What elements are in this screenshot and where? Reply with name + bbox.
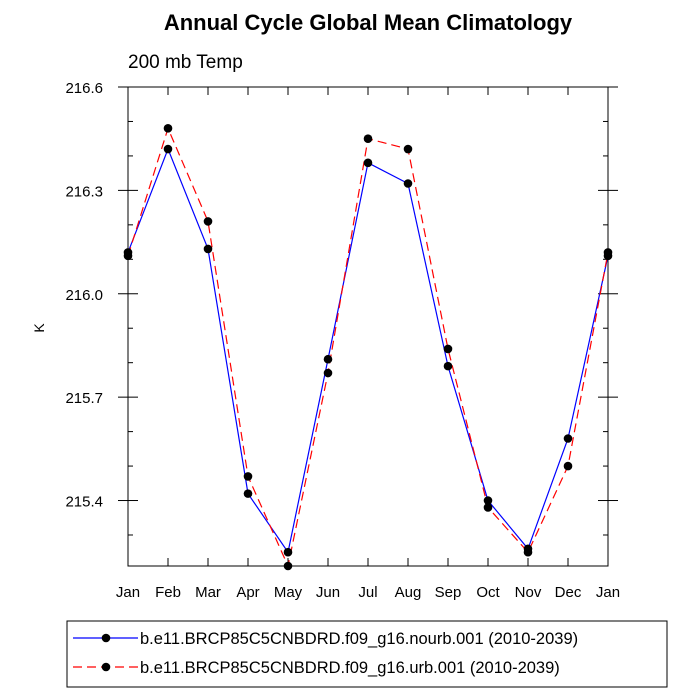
- series-line-1: [127, 147, 609, 554]
- x-tick-label: Oct: [476, 584, 500, 601]
- series-1-point: [203, 244, 213, 254]
- series-2-point: [363, 134, 373, 143]
- legend-marker-1: [101, 633, 111, 643]
- legend-entries: b.e11.BRCP85C5CNBDRD.f09_g16.nourb.001 (…: [73, 630, 578, 677]
- series-2-point: [243, 472, 253, 481]
- series-1-point: [243, 489, 253, 498]
- ticks-layer: [118, 86, 618, 566]
- series-1-point: [563, 434, 573, 443]
- x-tick-label: Feb: [155, 584, 181, 601]
- series-1-point: [323, 354, 333, 364]
- legend-label-1: b.e11.BRCP85C5CNBDRD.f09_g16.nourb.001 (…: [140, 630, 578, 648]
- series-1-point: [403, 179, 413, 188]
- legend-label-2: b.e11.BRCP85C5CNBDRD.f09_g16.urb.001 (20…: [140, 659, 560, 677]
- legend-box: [66, 620, 668, 688]
- y-axis-label: K: [31, 323, 47, 333]
- plot-frame: [127, 86, 609, 567]
- x-tick-label: Aug: [395, 584, 422, 601]
- series-2-point: [203, 217, 213, 226]
- x-tick-label: Jul: [358, 584, 377, 601]
- series-layer: [123, 124, 613, 571]
- x-tick-label: Sep: [435, 584, 462, 601]
- series-2-point: [323, 368, 333, 378]
- x-tick-label: May: [274, 584, 303, 601]
- series-2-point: [163, 124, 173, 133]
- chart-subtitle: 200 mb Temp: [128, 52, 243, 73]
- series-2-point: [483, 503, 493, 512]
- series-1-point: [283, 547, 293, 557]
- series-2-point: [403, 144, 413, 154]
- series-2-point: [563, 461, 573, 471]
- y-tick-label: 215.4: [65, 494, 103, 511]
- y-tick-label: 215.7: [65, 390, 103, 407]
- x-tick-label: Jan: [116, 584, 140, 601]
- x-tick-label: Nov: [515, 584, 542, 601]
- x-tick-label: Jun: [316, 584, 340, 601]
- y-tick-label: 216.0: [65, 287, 103, 304]
- y-tick-label: 216.3: [65, 183, 103, 200]
- series-2-point: [523, 547, 533, 557]
- y-tick-label: 216.6: [65, 80, 103, 97]
- x-tick-label: Dec: [555, 584, 582, 601]
- tick-labels-layer: Jan Feb Mar Apr May Jun Jul Aug Sep Oct Nov Dec Jan 2…: [65, 80, 620, 601]
- x-tick-label: Jan: [596, 584, 620, 601]
- series-1-point: [443, 361, 453, 371]
- series-2-point: [443, 344, 453, 354]
- series-line-2: [127, 126, 609, 568]
- x-tick-label: Mar: [195, 584, 221, 601]
- legend: b.e11.BRCP85C5CNBDRD.f09_g16.nourb.001 (…: [66, 620, 668, 688]
- x-tick-label: Apr: [236, 584, 259, 601]
- series-1-point: [363, 158, 373, 168]
- legend-marker-2: [101, 662, 111, 672]
- series-1-point: [483, 496, 493, 505]
- chart-title: Annual Cycle Global Mean Climatology: [164, 10, 573, 35]
- series-1-point: [163, 144, 173, 154]
